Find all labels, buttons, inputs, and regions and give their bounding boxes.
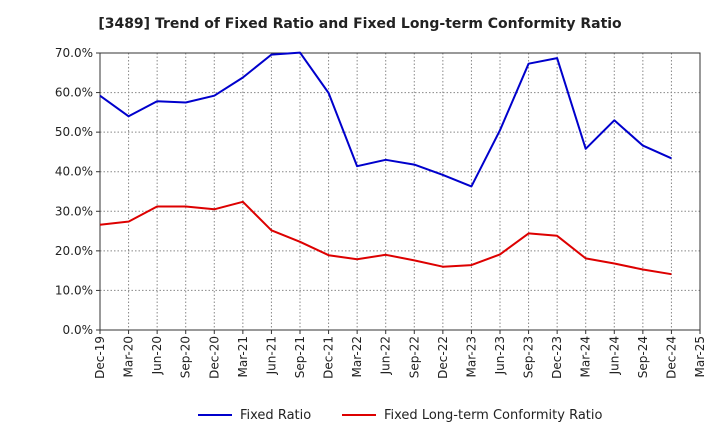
x-tick-label: Mar-21 xyxy=(236,336,250,377)
y-tick-label: 50.0% xyxy=(55,125,93,139)
x-tick-label: Sep-22 xyxy=(407,336,421,378)
series-line-fixed-long-term-conformity-ratio xyxy=(99,200,672,276)
x-tick-label: Mar-24 xyxy=(579,336,593,377)
x-tick-label: Sep-23 xyxy=(522,336,536,378)
legend-swatch-fixed-long-term-conformity-ratio xyxy=(342,414,376,416)
x-tick-label: Sep-24 xyxy=(636,336,650,378)
x-tick-label: Mar-20 xyxy=(122,336,136,377)
y-tick-label: 10.0% xyxy=(55,283,93,297)
x-tick-label: Dec-23 xyxy=(550,336,564,379)
x-tick-label: Sep-21 xyxy=(293,336,307,378)
y-tick-label: 40.0% xyxy=(55,165,93,179)
x-tick-label: Dec-21 xyxy=(322,336,336,379)
legend-item-fixed-long-term-conformity-ratio: Fixed Long-term Conformity Ratio xyxy=(342,405,602,425)
x-tick-label: Jun-20 xyxy=(150,336,164,375)
x-tick-label: Jun-22 xyxy=(379,336,393,375)
legend-swatch-fixed-ratio xyxy=(198,414,232,416)
x-tick-label: Mar-22 xyxy=(350,336,364,377)
x-tick-label: Mar-25 xyxy=(693,336,707,377)
x-tick-label: Dec-19 xyxy=(93,336,107,379)
legend-label-fixed-ratio: Fixed Ratio xyxy=(240,407,312,423)
plot-border xyxy=(99,52,701,331)
x-tick-label: Jun-23 xyxy=(493,336,507,375)
x-tick-label: Jun-21 xyxy=(264,336,278,375)
x-tick-label: Jun-24 xyxy=(607,336,621,375)
x-tick-label: Mar-23 xyxy=(464,336,478,377)
y-tick-label: 0.0% xyxy=(63,323,94,337)
chart-title: [3489] Trend of Fixed Ratio and Fixed Lo… xyxy=(98,16,622,32)
legend: Fixed Ratio Fixed Long-term Conformity R… xyxy=(0,405,720,425)
y-tick-label: 70.0% xyxy=(55,46,93,60)
y-tick-label: 60.0% xyxy=(55,86,93,100)
legend-item-fixed-ratio: Fixed Ratio xyxy=(198,405,311,425)
series-line-fixed-ratio xyxy=(99,51,672,188)
x-tick-label: Dec-24 xyxy=(664,336,678,379)
x-tick-label: Sep-20 xyxy=(179,336,193,378)
legend-label-fixed-long-term-conformity-ratio: Fixed Long-term Conformity Ratio xyxy=(384,407,603,423)
y-tick-label: 20.0% xyxy=(55,244,93,258)
y-tick-label: 30.0% xyxy=(55,204,93,218)
x-tick-label: Dec-20 xyxy=(207,336,221,379)
x-tick-label: Dec-22 xyxy=(436,336,450,379)
